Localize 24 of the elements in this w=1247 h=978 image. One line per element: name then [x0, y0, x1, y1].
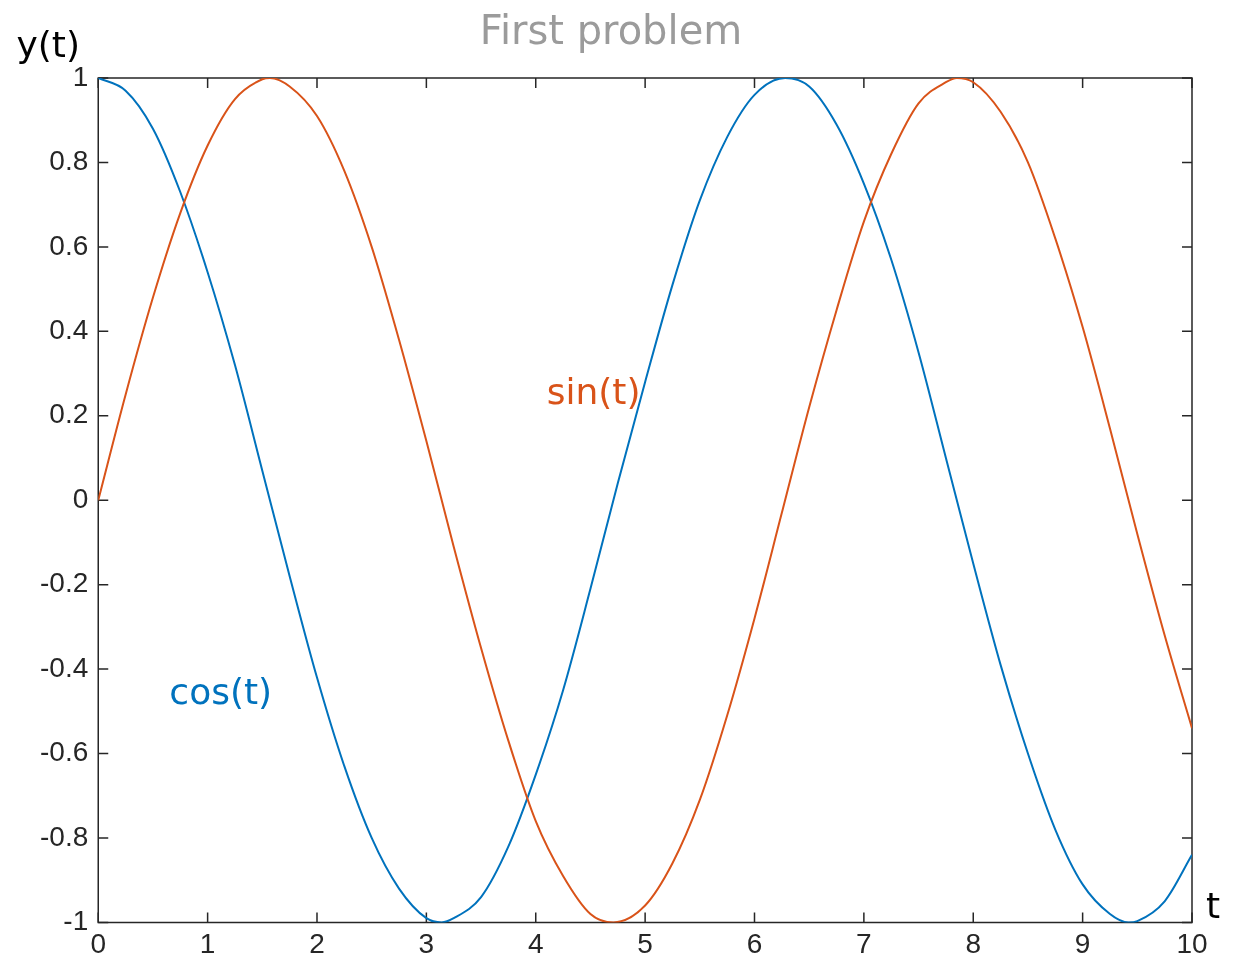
y-tick-label: 0.2: [49, 398, 89, 430]
y-tick-label: -0.8: [40, 820, 89, 852]
y-tick-label: -0.4: [40, 651, 89, 683]
y-tick-label: 0.4: [49, 314, 89, 346]
y-tick-label: 0.6: [49, 229, 89, 261]
x-tick-label: 4: [527, 927, 544, 959]
y-tick-label: -1: [63, 905, 89, 937]
x-tick-label: 9: [1074, 927, 1091, 959]
y-tick-label: 0.8: [49, 145, 89, 177]
text: sin(t): [546, 371, 641, 413]
chart-title: First problem: [479, 7, 743, 54]
x-tick-label: 5: [637, 927, 653, 959]
x-tick-label: 2: [309, 927, 325, 959]
x-tick-label: 8: [965, 927, 982, 959]
y-tick-label: -0.6: [40, 736, 89, 768]
x-tick-label: 3: [418, 927, 435, 959]
y-tick-label: -0.2: [40, 567, 89, 599]
x-tick-label: 6: [746, 927, 763, 959]
x-axis-title: t: [1206, 884, 1221, 926]
series-label: cos(t): [169, 670, 273, 712]
x-tick-label: 1: [199, 927, 216, 959]
x-tick-label: 10: [1176, 927, 1208, 959]
x-tick-label: 7: [856, 927, 872, 959]
y-tick-label: 0: [72, 482, 89, 514]
